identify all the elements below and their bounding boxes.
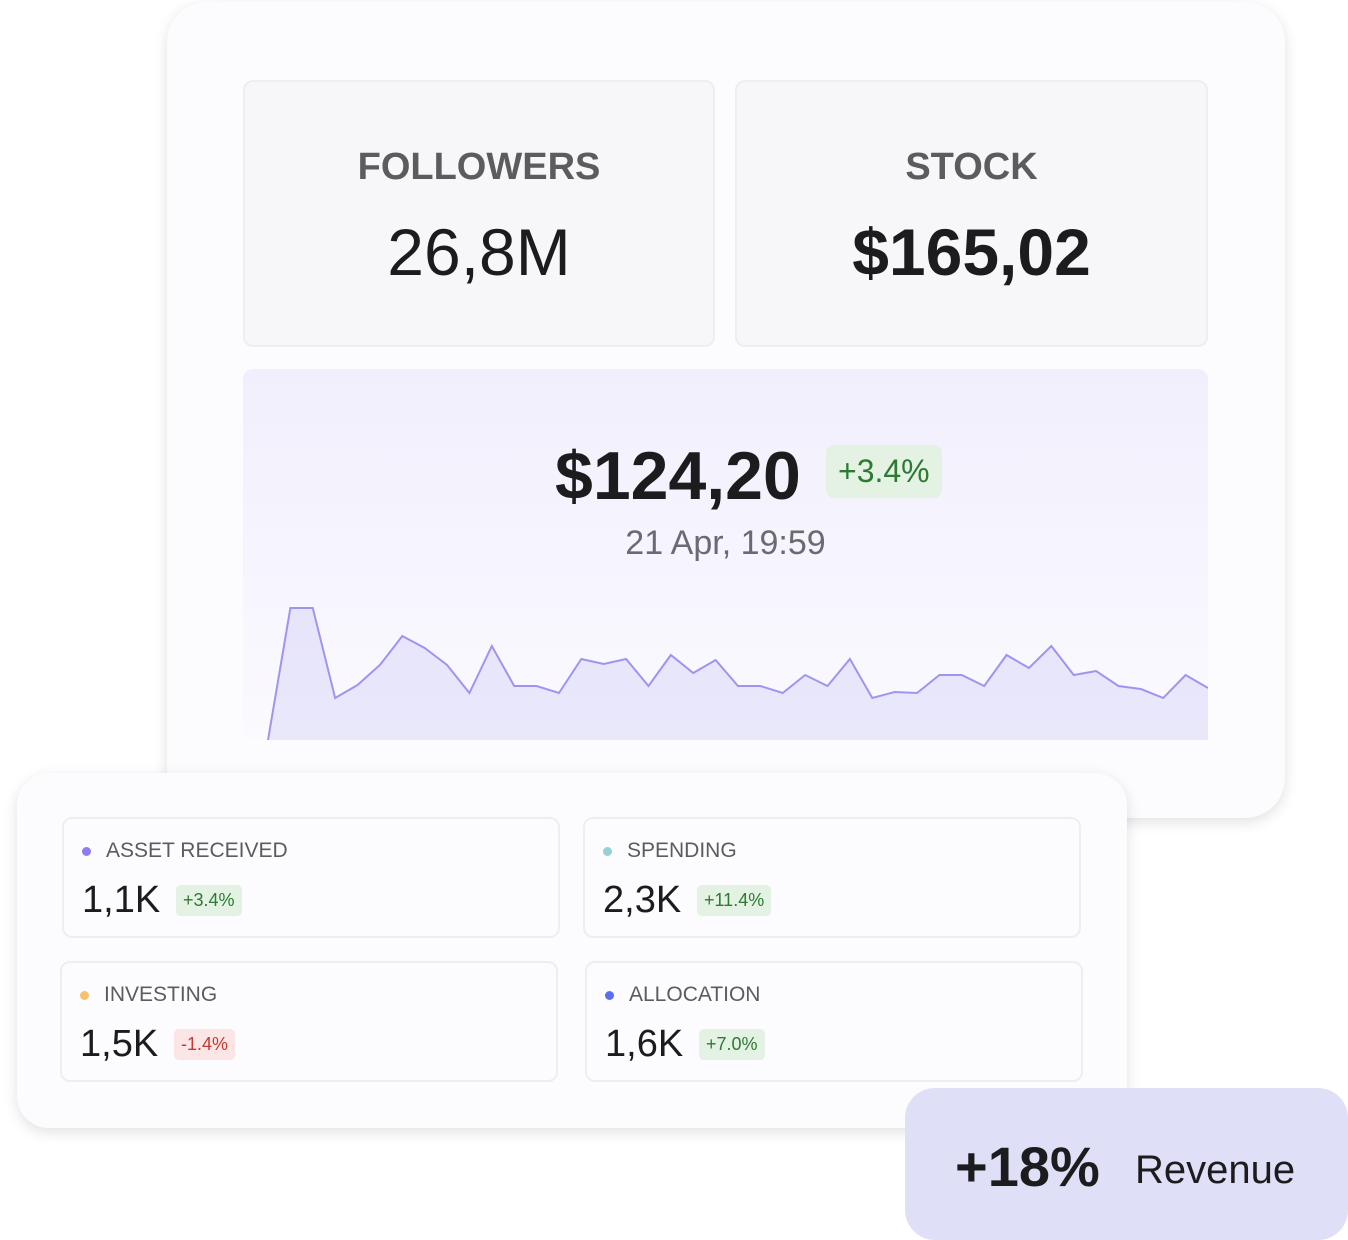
revenue-box: +18% Revenue (905, 1088, 1348, 1240)
metric-change: +11.4% (697, 885, 772, 916)
metric-change: +3.4% (176, 885, 242, 916)
price-value: $124,20 (555, 438, 801, 514)
metric-dot (605, 991, 614, 1000)
metric-tile: SPENDING 2,3K +11.4% (583, 817, 1081, 938)
metric-label: ALLOCATION (629, 983, 761, 1006)
metric-label: ASSET RECEIVED (106, 839, 288, 862)
metric-tile: ASSET RECEIVED 1,1K +3.4% (62, 817, 560, 938)
revenue-label: Revenue (1135, 1148, 1296, 1192)
metric-label: INVESTING (104, 983, 218, 1006)
revenue-value: +18% (955, 1135, 1100, 1198)
price-panel: $124,20 +3.4% 21 Apr, 19:59 (243, 369, 1208, 740)
metric-change: -1.4% (174, 1029, 236, 1060)
tile-value: 26,8M (387, 215, 571, 289)
stock-tile: STOCK $165,02 (735, 80, 1208, 347)
metric-dot (80, 991, 89, 1000)
tile-value: $165,02 (852, 215, 1091, 289)
metric-change: +7.0% (699, 1029, 765, 1060)
followers-tile: FOLLOWERS 26,8M (243, 80, 715, 347)
tile-label: STOCK (905, 146, 1038, 188)
metric-value: 1,5K (80, 1023, 159, 1065)
metric-dot (82, 847, 91, 856)
metric-tile: INVESTING 1,5K -1.4% (60, 961, 558, 1082)
sparkline (267, 607, 1208, 740)
metric-tile: ALLOCATION 1,6K +7.0% (585, 961, 1083, 1082)
tile-label: FOLLOWERS (357, 146, 601, 188)
metric-value: 1,1K (82, 879, 161, 921)
metric-dot (603, 847, 612, 856)
metric-label: SPENDING (627, 839, 737, 862)
metric-value: 1,6K (605, 1023, 684, 1065)
sparkline-area (268, 608, 1208, 740)
price-timestamp: 21 Apr, 19:59 (625, 524, 826, 562)
sparkline-line (267, 607, 1208, 740)
metric-value: 2,3K (603, 879, 682, 921)
price-change: +3.4% (826, 445, 942, 498)
